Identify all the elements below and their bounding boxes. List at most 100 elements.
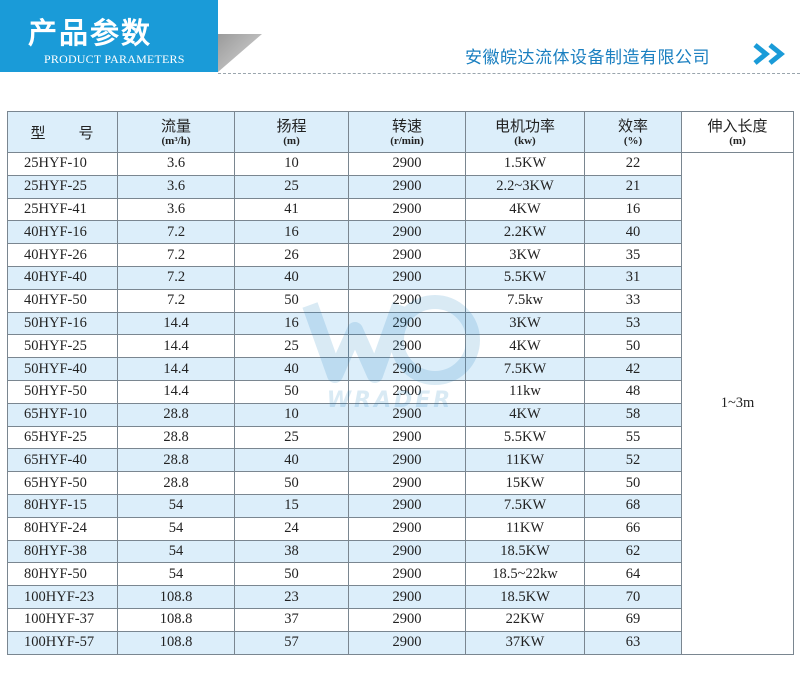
header-length: 伸入长度 (m) (681, 111, 794, 153)
cell-model: 80HYF-38 (7, 539, 118, 564)
cell-model: 65HYF-40 (7, 448, 118, 473)
cell-speed: 2900 (348, 152, 466, 176)
cell-speed: 2900 (348, 516, 466, 541)
cell-model: 50HYF-16 (7, 311, 118, 336)
table-header-row: 型 号 流量 (m³/h) 扬程 (m) 转速 (r/min) 电机功率 (kw) 效率… (7, 111, 794, 153)
double-chevron-right-icon (753, 43, 785, 65)
table-row: 40HYF-16 7.2 16 2900 2.2KW 40 (7, 220, 794, 245)
page-subtitle: PRODUCT PARAMETERS (44, 52, 185, 66)
cell-flow: 54 (117, 562, 235, 587)
header-banner (0, 0, 218, 72)
table-row: 40HYF-26 7.2 26 2900 3KW 35 (7, 243, 794, 267)
cell-power: 1.5KW (465, 152, 585, 176)
cell-power: 2.2KW (465, 220, 585, 245)
cell-head: 25 (234, 174, 349, 199)
header-divider (218, 73, 800, 74)
cell-efficiency: 16 (584, 197, 682, 222)
cell-efficiency: 50 (584, 471, 682, 495)
cell-flow: 28.8 (117, 448, 235, 473)
cell-power: 7.5kw (465, 288, 585, 313)
cell-head: 50 (234, 562, 349, 587)
cell-flow: 7.2 (117, 265, 235, 290)
cell-model: 50HYF-25 (7, 334, 118, 359)
table-row: 50HYF-25 14.4 25 2900 4KW 50 (7, 334, 794, 359)
cell-power: 11kw (465, 379, 585, 404)
cell-efficiency: 62 (584, 539, 682, 564)
cell-efficiency: 66 (584, 516, 682, 541)
header-speed: 转速 (r/min) (348, 111, 466, 153)
cell-speed: 2900 (348, 197, 466, 222)
cell-speed: 2900 (348, 402, 466, 427)
cell-power: 3KW (465, 243, 585, 267)
cell-flow: 28.8 (117, 471, 235, 495)
cell-model: 25HYF-25 (7, 174, 118, 199)
cell-flow: 108.8 (117, 585, 235, 609)
cell-efficiency: 35 (584, 243, 682, 267)
cell-head: 25 (234, 425, 349, 450)
cell-model: 25HYF-41 (7, 197, 118, 222)
cell-efficiency: 53 (584, 311, 682, 336)
table-row: 65HYF-40 28.8 40 2900 11KW 52 (7, 448, 794, 473)
cell-power: 18.5~22kw (465, 562, 585, 587)
header-head: 扬程 (m) (234, 111, 349, 153)
cell-speed: 2900 (348, 562, 466, 587)
cell-speed: 2900 (348, 539, 466, 564)
cell-model: 40HYF-50 (7, 288, 118, 313)
cell-model: 80HYF-15 (7, 493, 118, 518)
cell-speed: 2900 (348, 265, 466, 290)
cell-head: 16 (234, 220, 349, 245)
cell-flow: 28.8 (117, 425, 235, 450)
cell-model: 25HYF-10 (7, 152, 118, 176)
cell-model: 40HYF-16 (7, 220, 118, 245)
cell-efficiency: 22 (584, 152, 682, 176)
cell-flow: 54 (117, 516, 235, 541)
cell-efficiency: 42 (584, 357, 682, 381)
cell-head: 23 (234, 585, 349, 609)
cell-speed: 2900 (348, 334, 466, 359)
cell-head: 57 (234, 630, 349, 655)
cell-model: 65HYF-25 (7, 425, 118, 450)
cell-efficiency: 69 (584, 607, 682, 632)
cell-head: 25 (234, 334, 349, 359)
cell-power: 15KW (465, 471, 585, 495)
cell-power: 3KW (465, 311, 585, 336)
cell-head: 26 (234, 243, 349, 267)
cell-head: 10 (234, 152, 349, 176)
cell-model: 100HYF-57 (7, 630, 118, 655)
cell-power: 18.5KW (465, 539, 585, 564)
table-row: 100HYF-37 108.8 37 2900 22KW 69 (7, 607, 794, 632)
cell-flow: 3.6 (117, 174, 235, 199)
cell-speed: 2900 (348, 174, 466, 199)
cell-head: 40 (234, 357, 349, 381)
cell-flow: 54 (117, 493, 235, 518)
cell-efficiency: 55 (584, 425, 682, 450)
cell-power: 4KW (465, 334, 585, 359)
cell-model: 50HYF-50 (7, 379, 118, 404)
header-shadow-decoration (218, 34, 262, 72)
cell-efficiency: 21 (584, 174, 682, 199)
cell-head: 24 (234, 516, 349, 541)
cell-model: 65HYF-10 (7, 402, 118, 427)
page-title: 产品参数 (28, 16, 153, 50)
cell-flow: 7.2 (117, 220, 235, 245)
cell-efficiency: 33 (584, 288, 682, 313)
header-power: 电机功率 (kw) (465, 111, 585, 153)
cell-speed: 2900 (348, 448, 466, 473)
cell-power: 11KW (465, 516, 585, 541)
cell-flow: 14.4 (117, 334, 235, 359)
cell-speed: 2900 (348, 493, 466, 518)
cell-head: 15 (234, 493, 349, 518)
cell-efficiency: 52 (584, 448, 682, 473)
cell-speed: 2900 (348, 425, 466, 450)
cell-head: 40 (234, 448, 349, 473)
cell-model: 65HYF-50 (7, 471, 118, 495)
header-flow: 流量 (m³/h) (117, 111, 235, 153)
cell-head: 40 (234, 265, 349, 290)
table-row: 65HYF-10 28.8 10 2900 4KW 58 (7, 402, 794, 427)
cell-flow: 7.2 (117, 288, 235, 313)
table-row: 40HYF-40 7.2 40 2900 5.5KW 31 (7, 265, 794, 290)
cell-speed: 2900 (348, 630, 466, 655)
cell-power: 18.5KW (465, 585, 585, 609)
table-row: 65HYF-50 28.8 50 2900 15KW 50 (7, 471, 794, 495)
cell-speed: 2900 (348, 311, 466, 336)
